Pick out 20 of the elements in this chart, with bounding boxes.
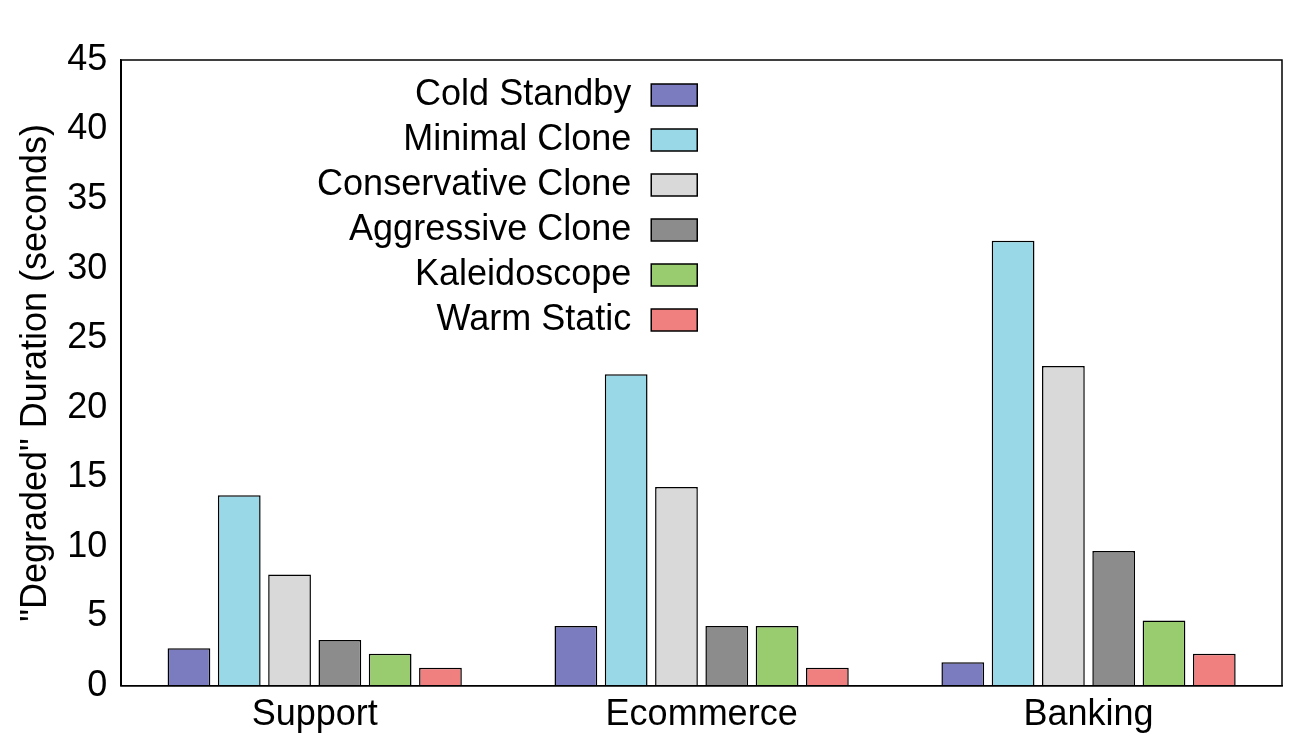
y-tick-label: 20 — [67, 384, 108, 426]
y-tick-label: 45 — [67, 36, 108, 78]
y-tick-label: 40 — [67, 106, 108, 148]
legend-label: Warm Static — [436, 296, 632, 338]
y-tick-label: 25 — [67, 315, 108, 357]
legend-label: Kaleidoscope — [415, 251, 632, 293]
y-tick-label: 30 — [67, 245, 108, 287]
y-axis-title: "Degraded" Duration (seconds) — [12, 123, 54, 622]
legend-label: Minimal Clone — [403, 116, 632, 158]
y-tick-label: 35 — [67, 175, 108, 217]
y-tick-label: 0 — [87, 662, 108, 704]
legend-label: Aggressive Clone — [349, 206, 632, 248]
x-tick-label: Banking — [1023, 692, 1154, 734]
y-tick-label: 15 — [67, 454, 108, 496]
x-tick-label: Ecommerce — [605, 692, 798, 734]
legend-label: Conservative Clone — [317, 161, 632, 203]
legend-label: Cold Standby — [415, 71, 632, 113]
y-tick-label: 5 — [87, 593, 108, 635]
y-tick-label: 10 — [67, 523, 108, 565]
x-tick-label: Support — [251, 692, 378, 734]
